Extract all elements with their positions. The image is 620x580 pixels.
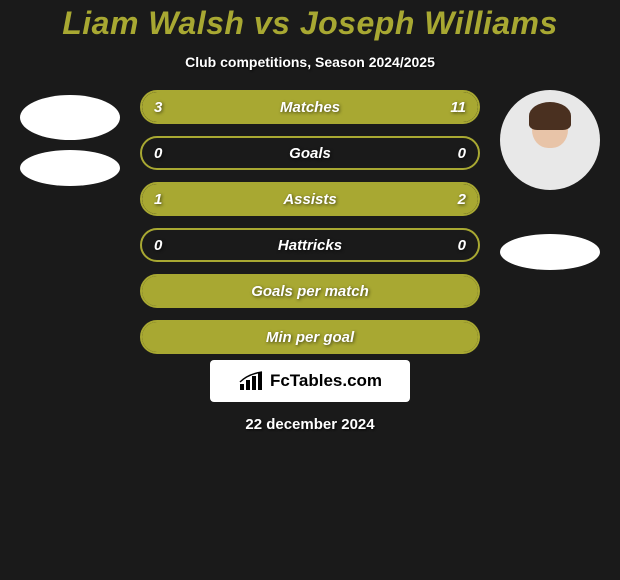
player-left-team-logo bbox=[20, 150, 120, 186]
stat-bar-goals: 0 Goals 0 bbox=[140, 136, 480, 170]
stat-bar-min-per-goal: Min per goal bbox=[140, 320, 480, 354]
player-right-team-logo bbox=[500, 234, 600, 270]
stat-value-left: 0 bbox=[154, 145, 162, 162]
stat-fill-right bbox=[213, 92, 478, 122]
stat-value-right: 0 bbox=[458, 237, 466, 254]
page-title: Liam Walsh vs Joseph Williams bbox=[62, 5, 558, 42]
stats-column: 3 Matches 11 0 Goals 0 1 Assists 2 bbox=[140, 90, 480, 354]
stat-bar-goals-per-match: Goals per match bbox=[140, 274, 480, 308]
stat-value-left: 3 bbox=[154, 99, 162, 116]
comparison-card: Liam Walsh vs Joseph Williams Club compe… bbox=[0, 0, 620, 580]
stat-label: Min per goal bbox=[266, 329, 354, 346]
footer-date: 22 december 2024 bbox=[245, 416, 374, 433]
brand-chart-icon bbox=[238, 370, 266, 392]
stat-label: Goals bbox=[289, 145, 331, 162]
stat-value-left: 0 bbox=[154, 237, 162, 254]
brand-text: FcTables.com bbox=[270, 371, 382, 391]
stat-fill-left bbox=[142, 92, 213, 122]
player-left-avatar-placeholder bbox=[20, 95, 120, 140]
stat-bar-assists: 1 Assists 2 bbox=[140, 182, 480, 216]
stat-label: Hattricks bbox=[278, 237, 342, 254]
player-right-avatar bbox=[500, 90, 600, 190]
stat-label: Matches bbox=[280, 99, 340, 116]
stat-bar-matches: 3 Matches 11 bbox=[140, 90, 480, 124]
content-row: 3 Matches 11 0 Goals 0 1 Assists 2 bbox=[0, 90, 620, 354]
brand-logo: FcTables.com bbox=[210, 360, 410, 402]
player-left-column bbox=[10, 90, 130, 186]
stat-value-right: 2 bbox=[458, 191, 466, 208]
stat-label: Assists bbox=[283, 191, 336, 208]
stat-value-right: 0 bbox=[458, 145, 466, 162]
stat-value-left: 1 bbox=[154, 191, 162, 208]
stat-bar-hattricks: 0 Hattricks 0 bbox=[140, 228, 480, 262]
stat-value-right: 11 bbox=[450, 99, 466, 116]
subtitle: Club competitions, Season 2024/2025 bbox=[185, 54, 435, 70]
stat-label: Goals per match bbox=[251, 283, 369, 300]
player-right-column bbox=[490, 90, 610, 270]
